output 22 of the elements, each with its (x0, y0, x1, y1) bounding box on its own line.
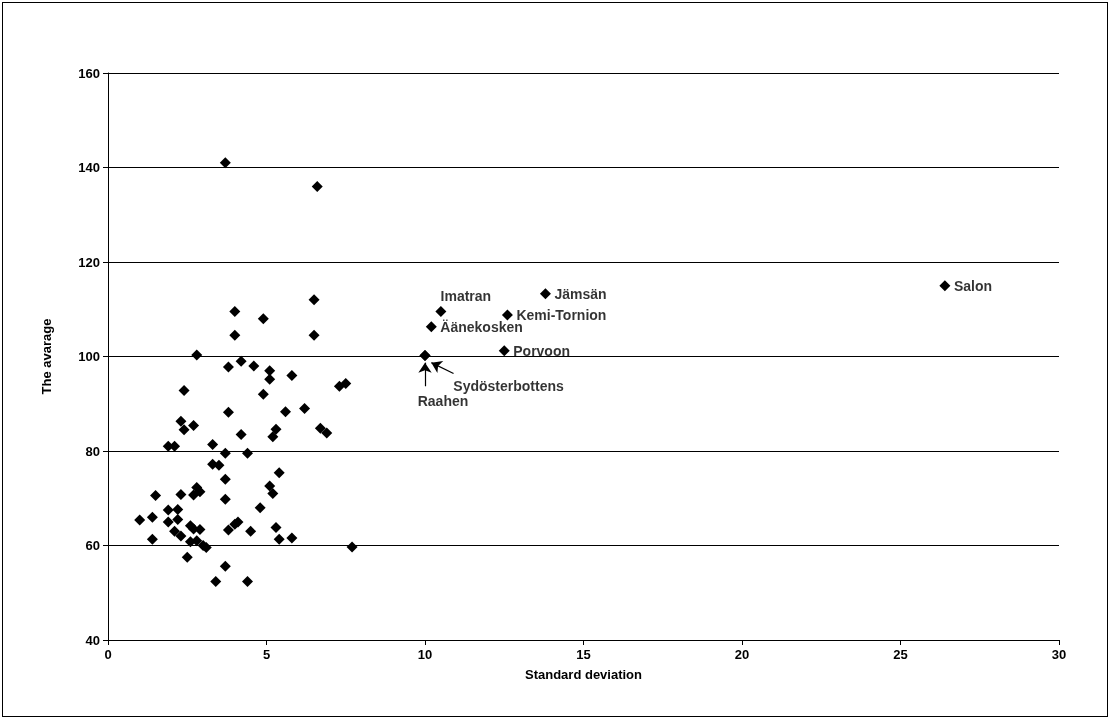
annotation: Imatran (440, 287, 492, 304)
y-axis-title: The avarage (39, 318, 54, 395)
annotation: Raahen (417, 393, 469, 410)
y-tick-label: 60 (85, 538, 100, 553)
x-tick-label: 20 (734, 647, 750, 662)
y-tick-label: 160 (78, 65, 100, 81)
x-tick-label: 15 (576, 647, 591, 662)
y-tick-label: 40 (85, 632, 100, 648)
annotation: Salon (953, 277, 993, 294)
x-tick-label: 10 (417, 647, 433, 662)
annotation: Jämsän (554, 285, 607, 302)
y-tick-label: 100 (78, 349, 100, 364)
annotation: Porvoon (513, 342, 571, 359)
y-tick-label: 80 (85, 443, 100, 459)
x-tick-label: 30 (1051, 647, 1067, 662)
x-tick-label: 5 (262, 647, 271, 662)
x-tick-label: 25 (893, 647, 908, 662)
x-tick-label: 0 (104, 647, 112, 662)
y-tick-label: 140 (78, 160, 100, 175)
annotation: Sydösterbottens (453, 377, 564, 394)
y-tick-label: 120 (78, 254, 100, 270)
x-axis-title: Standard deviation (524, 667, 643, 682)
